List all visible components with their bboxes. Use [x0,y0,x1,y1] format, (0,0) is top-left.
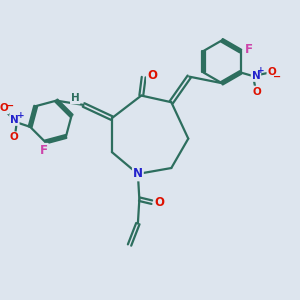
Text: −: − [273,72,281,82]
Text: N: N [133,167,143,180]
Text: O: O [267,67,276,76]
Text: +: + [256,66,264,75]
Text: F: F [245,43,253,56]
Text: O: O [253,86,261,97]
Text: H: H [71,93,80,103]
Text: N: N [252,71,260,81]
Text: F: F [40,144,48,157]
Text: N: N [10,115,19,125]
Text: O: O [9,132,18,142]
Text: −: − [6,101,14,111]
Text: +: + [16,111,24,120]
Text: O: O [154,196,164,209]
Text: O: O [0,103,8,113]
Text: O: O [147,69,157,82]
